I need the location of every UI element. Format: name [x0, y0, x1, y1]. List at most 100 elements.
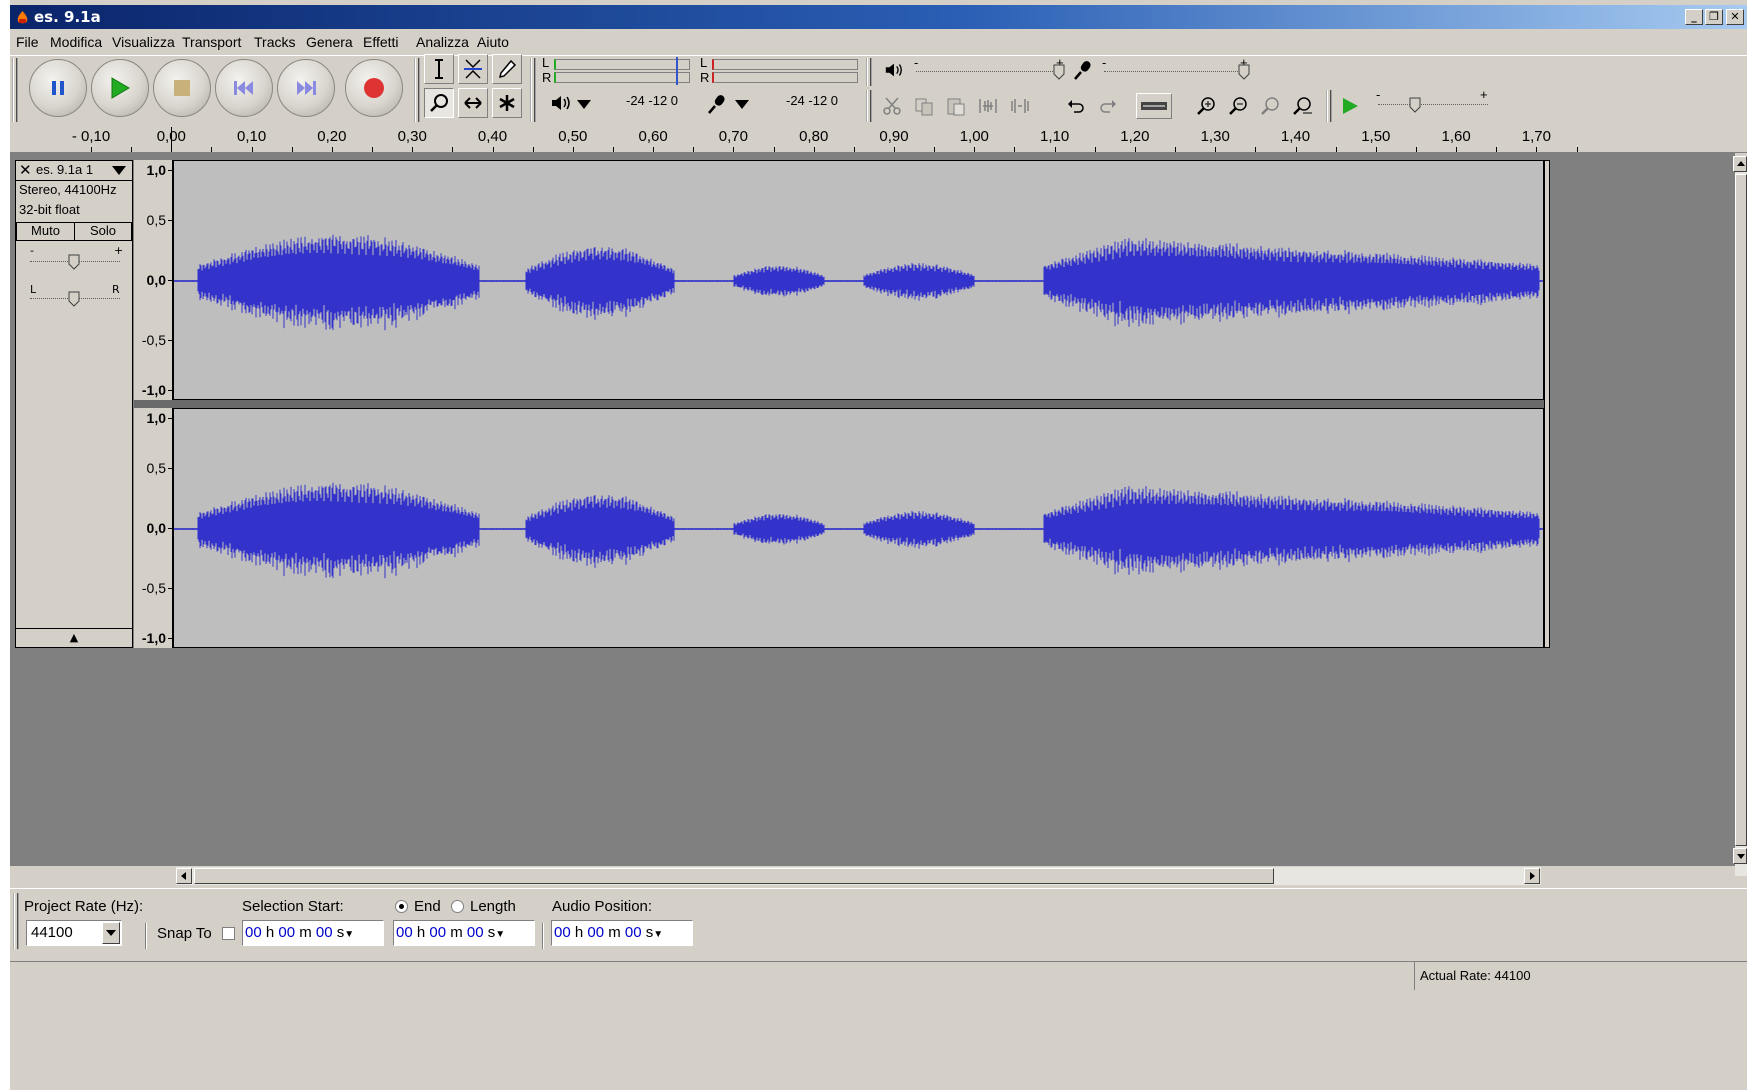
menu-visualizza[interactable]: Visualizza [112, 34, 175, 50]
envelope-tool-button[interactable] [458, 54, 488, 84]
menu-file[interactable]: File [16, 34, 39, 50]
selection-start-time[interactable]: 00 h 00 m 00 s▼ [242, 920, 384, 946]
skip-to-end-button[interactable] [277, 59, 335, 117]
waveform-left-channel[interactable] [173, 160, 1544, 400]
track-area[interactable]: ✕ es. 9.1a 1 Stereo, 44100Hz 32-bit floa… [10, 153, 1735, 866]
record-meter-dropdown-icon[interactable] [734, 98, 750, 110]
copy-button[interactable] [910, 93, 938, 119]
amplitude-scale-label: -0,5 [141, 580, 166, 596]
redo-button[interactable] [1094, 93, 1122, 119]
play-at-speed-toolbar-grip[interactable] [1326, 90, 1332, 122]
waveform-right-channel[interactable] [173, 408, 1544, 648]
snap-to-checkbox[interactable] [222, 927, 235, 940]
track-close-button[interactable]: ✕ [19, 161, 32, 179]
menu-effetti[interactable]: Effetti [363, 34, 399, 50]
ruler-tick [532, 147, 534, 152]
menu-aiuto[interactable]: Aiuto [477, 34, 509, 50]
tools-toolbar-grip[interactable] [414, 58, 420, 122]
scroll-down-button[interactable] [1733, 848, 1747, 864]
restore-button[interactable]: ❐ [1705, 9, 1723, 25]
pan-thumb-icon[interactable] [68, 291, 80, 307]
gain-thumb-icon[interactable] [68, 254, 80, 270]
scroll-left-button[interactable] [176, 868, 192, 884]
pan-slider[interactable]: L R [28, 283, 122, 309]
scroll-right-button[interactable] [1524, 868, 1540, 884]
vertical-scroll-thumb[interactable] [1735, 174, 1747, 846]
horizontal-scrollbar[interactable] [176, 867, 1541, 885]
speed-thumb-icon[interactable] [1409, 97, 1421, 113]
project-rate-dropdown-button[interactable] [102, 922, 120, 944]
scroll-up-button[interactable] [1733, 156, 1747, 172]
multi-tool-button[interactable] [492, 88, 522, 118]
gain-slider[interactable]: - + [28, 244, 123, 273]
undo-button[interactable] [1062, 93, 1090, 119]
collapse-track-button[interactable]: ▲ [16, 628, 132, 647]
zoom-out-button[interactable] [1224, 93, 1252, 119]
vertical-scrollbar[interactable] [1733, 156, 1747, 876]
ruler-tick [1094, 147, 1096, 152]
track-menu-dropdown-icon[interactable] [112, 165, 126, 176]
menu-modifica[interactable]: Modifica [50, 34, 103, 50]
record-button[interactable] [345, 59, 403, 117]
asterisk-icon [499, 95, 515, 111]
audio-position-time[interactable]: 00 h 00 m 00 s▼ [551, 920, 693, 946]
meter-toolbar-grip[interactable] [530, 58, 536, 122]
skip-start-icon [234, 81, 253, 95]
paste-button[interactable] [942, 93, 970, 119]
horizontal-scroll-thumb[interactable] [194, 868, 1274, 884]
trim-button[interactable] [974, 93, 1002, 119]
track-name-button[interactable]: es. 9.1a 1 [36, 162, 94, 177]
speed-max-label: + [1480, 87, 1488, 102]
silence-icon [1011, 99, 1029, 113]
vertical-ruler-left-channel[interactable]: 1,0 0,5 0,0 -0,5 -1,0 [134, 160, 173, 400]
title-bar[interactable]: es. 9.1a _ ❐ ✕ [10, 5, 1747, 29]
menu-genera[interactable]: Genera [306, 34, 353, 50]
mute-button[interactable]: Muto [16, 222, 75, 241]
sync-lock-button[interactable] [1136, 93, 1172, 119]
solo-button[interactable]: Solo [74, 222, 132, 241]
timeline-ruler[interactable]: - 0,100,000,100,200,300,400,500,600,700,… [10, 123, 1747, 153]
edit-toolbar-grip[interactable] [866, 90, 872, 122]
draw-tool-button[interactable] [492, 54, 522, 84]
close-button[interactable]: ✕ [1726, 9, 1744, 25]
microphone-icon [708, 95, 725, 114]
record-meter[interactable]: L R [700, 55, 860, 87]
skip-to-start-button[interactable] [215, 59, 273, 117]
menu-tracks[interactable]: Tracks [254, 34, 296, 50]
speaker-icon [552, 96, 570, 110]
timeshift-tool-button[interactable] [458, 88, 488, 118]
minimize-button[interactable]: _ [1685, 9, 1703, 25]
vertical-ruler-right-channel[interactable]: 1,0 0,5 0,0 -0,5 -1,0 [134, 408, 173, 648]
play-head-marker[interactable] [171, 127, 172, 149]
project-rate-select[interactable]: 44100 [26, 920, 122, 946]
end-radio[interactable] [395, 900, 408, 913]
output-volume-slider[interactable]: - + [912, 55, 1067, 82]
input-volume-thumb-icon[interactable] [1238, 64, 1250, 80]
playback-meter-dropdown-icon[interactable] [576, 98, 592, 110]
playback-speed-slider[interactable]: - + [1374, 87, 1492, 116]
fit-selection-button[interactable] [1256, 93, 1284, 119]
pause-button[interactable] [29, 59, 87, 117]
menu-transport[interactable]: Transport [182, 34, 242, 50]
menu-analizza[interactable]: Analizza [416, 34, 469, 50]
zoom-tool-button[interactable] [424, 88, 454, 118]
play-at-speed-button[interactable] [1336, 93, 1364, 119]
arrow-up-icon [1737, 161, 1745, 166]
playback-meter[interactable]: L R [542, 55, 692, 87]
selection-tool-button[interactable] [424, 54, 454, 84]
ruler-tick [612, 147, 614, 152]
amplitude-scale-label: -0,5 [141, 332, 166, 348]
play-button[interactable] [91, 59, 149, 117]
length-radio[interactable] [451, 900, 464, 913]
stop-button[interactable] [153, 59, 211, 117]
output-volume-thumb-icon[interactable] [1053, 64, 1065, 80]
input-volume-slider[interactable]: - + [1100, 55, 1260, 82]
transport-toolbar-grip[interactable] [12, 58, 18, 122]
selection-end-time[interactable]: 00 h 00 m 00 s▼ [393, 920, 535, 946]
silence-button[interactable] [1006, 93, 1034, 119]
fit-project-button[interactable] [1288, 93, 1316, 119]
selection-toolbar-grip[interactable] [13, 893, 19, 949]
mixer-toolbar-grip[interactable] [866, 58, 872, 86]
cut-button[interactable] [878, 93, 906, 119]
zoom-in-button[interactable] [1192, 93, 1220, 119]
